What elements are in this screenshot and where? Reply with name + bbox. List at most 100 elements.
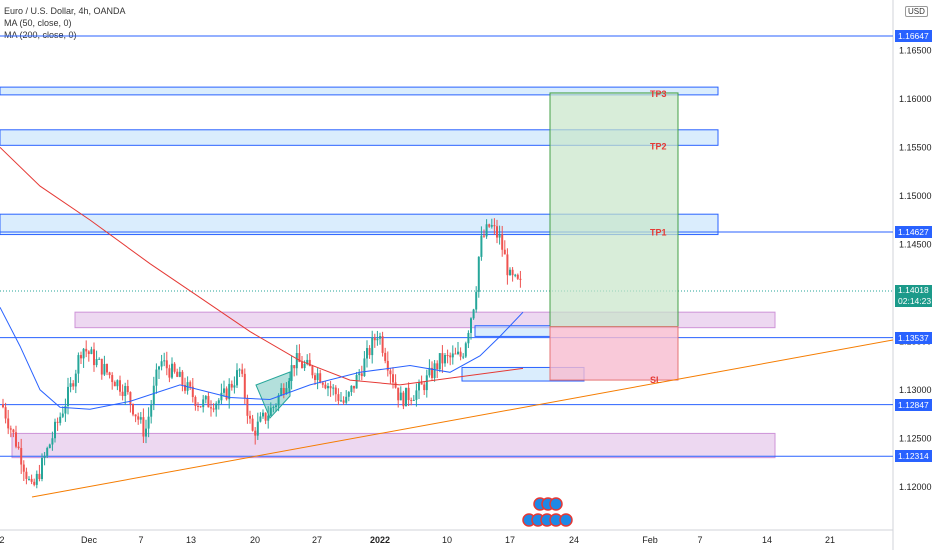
candle-body [142,417,145,437]
y-tick-label: 1.12500 [899,433,932,443]
candle-body [457,351,459,355]
x-tick-label: 14 [762,535,772,545]
x-tick-label: 2 [0,535,5,545]
price-level-tag: 1.16647 [895,30,932,42]
candle-body [386,360,389,371]
candle-body [316,373,319,381]
candle-body [249,415,251,419]
candle-body [124,386,127,397]
current-price-tag: 1.14018 02:14:23 [895,285,932,307]
candle-body [9,428,12,430]
candle-body [207,396,210,408]
candle-body [46,447,49,456]
candle-body [480,235,483,257]
legend-ma200: MA (200, close, 0) [4,30,77,40]
candle-body [43,455,46,458]
candle-body [485,224,488,237]
candle-body [319,373,322,383]
candle-body [342,400,345,403]
candle-body [355,375,358,389]
candle-body [415,390,418,400]
x-tick-label: 17 [505,535,515,545]
candle-body [275,405,277,407]
x-tick-label: 7 [138,535,143,545]
candle-body [217,400,220,404]
candle-body [238,369,241,371]
candle-body [139,417,142,420]
candle-body [93,349,95,366]
candle-body [402,392,405,407]
candle-body [241,369,244,374]
candle-body [48,444,51,448]
candle-body [483,235,485,237]
candle-body [150,404,153,417]
x-tick-label: 20 [250,535,260,545]
candle-body [64,406,67,414]
chart-legend: Euro / U.S. Dollar, 4h, OANDA MA (50, cl… [4,5,126,41]
candle-body [210,407,212,409]
resistance-zone [0,213,719,236]
candle-body [431,367,433,378]
candle-body [111,375,114,383]
candle-body [337,394,340,401]
stop-loss-label: SL [650,375,662,385]
candle-body [236,370,238,386]
candle-body [288,380,290,389]
economic-event-icon [559,513,573,527]
candle-body [158,366,160,370]
candle-body [4,407,7,419]
legend-ma50: MA (50, close, 0) [4,18,72,28]
candle-body [173,363,176,372]
candle-body [56,421,59,423]
candle-body [467,332,470,344]
economic-event-icon [549,497,563,511]
candle-body [181,371,184,385]
candle-body [41,457,43,480]
candle-body [171,363,173,378]
candle-body [108,372,111,376]
price-level-tag: 1.12847 [895,398,932,411]
candle-body [293,365,296,369]
candle-body [35,473,38,485]
candle-body [347,392,350,397]
candle-body [498,234,501,238]
candle-body [407,387,410,401]
resistance-zone [474,325,551,337]
candle-body [61,413,64,417]
x-tick-label: 10 [442,535,452,545]
candle-body [449,355,452,358]
candle-body [334,387,337,395]
candle-body [155,369,158,386]
candle-body [80,355,82,359]
candle-body [511,269,514,276]
candle-body [353,385,355,389]
candle-body [405,387,407,407]
candle-body [233,385,236,388]
candle-body [69,383,72,387]
candle-body [399,392,402,401]
current-price-value: 1.14018 [898,285,929,295]
candle-body [282,387,285,394]
candle-body [420,382,423,385]
candle-body [228,383,231,400]
candle-body [22,464,25,472]
candle-body [225,388,228,400]
x-tick-label: 2022 [370,535,390,545]
candle-body [428,367,431,376]
price-level-tag: 1.13537 [895,331,932,344]
candle-body [145,428,147,437]
candle-body [516,274,519,279]
candle-body [191,386,194,398]
currency-badge[interactable]: USD [905,6,928,17]
candle-body [137,416,140,420]
candle-body [152,385,155,405]
candle-body [28,478,30,480]
candle-body [264,412,267,421]
x-tick-label: 13 [186,535,196,545]
candle-body [410,400,413,402]
candle-body [25,471,28,479]
candle-body [290,365,293,381]
candle-body [189,382,192,387]
target-label: TP1 [650,228,667,238]
